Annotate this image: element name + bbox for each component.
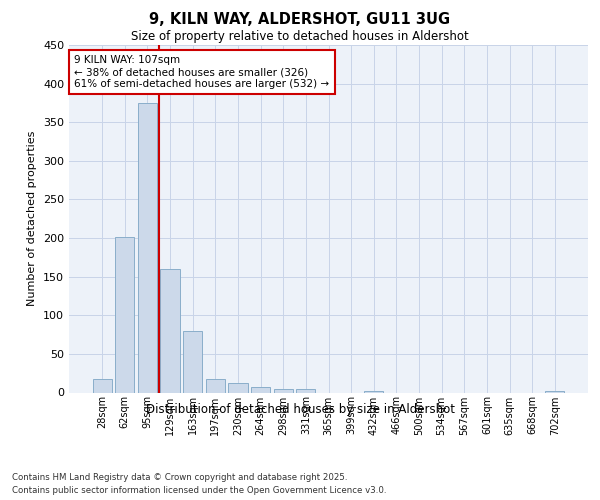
Bar bbox=[274, 388, 293, 392]
Text: 9 KILN WAY: 107sqm
← 38% of detached houses are smaller (326)
61% of semi-detach: 9 KILN WAY: 107sqm ← 38% of detached hou… bbox=[74, 56, 329, 88]
Text: Distribution of detached houses by size in Aldershot: Distribution of detached houses by size … bbox=[146, 402, 455, 415]
Bar bbox=[229, 383, 248, 392]
Bar bbox=[545, 391, 565, 392]
Text: Contains HM Land Registry data © Crown copyright and database right 2025.: Contains HM Land Registry data © Crown c… bbox=[12, 472, 347, 482]
Bar bbox=[296, 390, 316, 392]
Text: Contains public sector information licensed under the Open Government Licence v3: Contains public sector information licen… bbox=[12, 486, 386, 495]
Bar bbox=[206, 378, 225, 392]
Bar bbox=[138, 103, 157, 393]
Bar bbox=[183, 332, 202, 392]
Bar bbox=[364, 391, 383, 392]
Bar bbox=[160, 269, 180, 392]
Y-axis label: Number of detached properties: Number of detached properties bbox=[28, 131, 37, 306]
Text: Size of property relative to detached houses in Aldershot: Size of property relative to detached ho… bbox=[131, 30, 469, 43]
Bar bbox=[251, 387, 270, 392]
Text: 9, KILN WAY, ALDERSHOT, GU11 3UG: 9, KILN WAY, ALDERSHOT, GU11 3UG bbox=[149, 12, 451, 28]
Bar bbox=[92, 380, 112, 392]
Bar bbox=[115, 238, 134, 392]
